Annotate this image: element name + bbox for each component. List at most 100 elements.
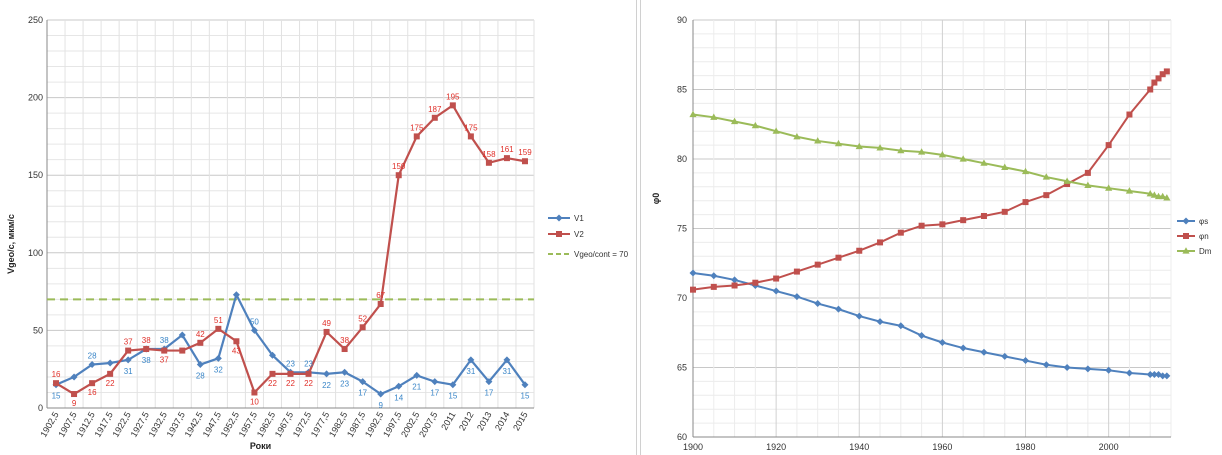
series-point-1 (1155, 75, 1162, 82)
series-point-v1 (124, 356, 132, 364)
series-point-0 (1159, 372, 1167, 380)
data-label-v1: 23 (286, 359, 295, 368)
series-point-v1 (196, 361, 204, 369)
series-point-0 (793, 293, 801, 301)
legend-marker (556, 231, 562, 237)
data-label-v1: 9 (378, 401, 383, 410)
series-point-v1 (449, 381, 457, 389)
series-point-v1 (268, 351, 276, 359)
series-point-0 (1001, 352, 1009, 360)
series-point-0 (1105, 366, 1113, 374)
series-point-1 (793, 268, 800, 275)
x-tick-label: 2013 (475, 410, 494, 432)
series-point-0 (731, 276, 739, 284)
series-point-2 (876, 144, 884, 151)
series-point-v1 (521, 381, 529, 389)
series-point-2 (959, 155, 967, 162)
series-point-0 (855, 312, 863, 320)
series-point-2 (730, 117, 739, 125)
data-label-v2: 38 (340, 336, 349, 345)
y-axis-label: Vgeo/c, мкм/c (6, 214, 16, 274)
legend-label: φn (1199, 232, 1209, 241)
data-label-v2: 38 (142, 336, 151, 345)
data-label-v1: 17 (358, 389, 367, 398)
series-point-1 (752, 279, 759, 286)
series-point-2 (855, 142, 863, 150)
series-point-v2 (503, 155, 510, 162)
series-point-v2 (359, 324, 366, 331)
series-point-v2 (395, 172, 402, 179)
x-tick-label: 2014 (493, 410, 512, 432)
series-point-v1 (250, 326, 258, 334)
data-label-v1: 28 (88, 352, 97, 361)
series-point-v1 (70, 373, 78, 381)
series-point-v1 (359, 378, 367, 386)
series-point-2 (980, 159, 988, 166)
y-tick-label: 70 (677, 293, 687, 303)
series-point-v1 (323, 370, 331, 378)
x-tick-label: 1940 (849, 442, 869, 452)
data-label-v2: 51 (214, 316, 223, 325)
data-label-v2: 161 (500, 145, 514, 154)
x-tick-label: 2012 (457, 410, 476, 432)
series-line-0 (692, 271, 1167, 377)
series-point-1 (1105, 142, 1112, 149)
data-label-v2: 22 (304, 379, 313, 388)
series-point-v2 (125, 347, 132, 354)
series-point-0 (918, 332, 926, 340)
series-point-v1 (88, 361, 96, 369)
series-point-1 (1126, 111, 1133, 118)
data-label-v1: 38 (160, 336, 169, 345)
series-point-0 (897, 322, 905, 330)
data-label-v1: 17 (430, 389, 439, 398)
series-point-v1 (106, 359, 114, 367)
series-point-0 (710, 272, 718, 280)
series-point-0 (1146, 370, 1154, 378)
series-point-1 (856, 247, 863, 254)
series-point-1 (1022, 199, 1029, 206)
data-label-v2: 43 (232, 346, 241, 355)
series-point-1 (877, 239, 884, 246)
series-point-v2 (107, 370, 114, 377)
series-point-0 (1125, 369, 1133, 377)
data-label-v1: 23 (340, 379, 349, 388)
series-point-v2 (287, 370, 294, 377)
data-label-v2: 16 (88, 388, 97, 397)
data-label-v2: 175 (464, 123, 478, 132)
data-label-v2: 16 (52, 370, 61, 379)
data-label-v2: 37 (160, 356, 169, 365)
series-point-2 (1084, 181, 1092, 189)
series-point-v1 (431, 378, 439, 386)
series-point-0 (1022, 357, 1030, 365)
x-axis-label: Роки (250, 441, 271, 451)
series-point-v2 (53, 380, 60, 387)
x-tick-label: 2000 (1099, 442, 1119, 452)
data-label-v1: 31 (466, 367, 475, 376)
series-point-0 (1163, 372, 1171, 380)
series-point-1 (960, 217, 967, 224)
data-label-v2: 67 (376, 291, 385, 300)
series-point-1 (814, 261, 821, 268)
series-point-v2 (521, 158, 528, 165)
legend-label: Dm (1199, 247, 1212, 256)
data-label-v2: 52 (358, 314, 367, 323)
y-tick-label: 100 (28, 248, 43, 258)
legend-marker (555, 214, 563, 222)
series-point-1 (1151, 79, 1158, 86)
series-point-v1 (178, 331, 186, 339)
chart-right-svg: 60 65 70 75 80 85 90 1900 1920 1940 1960 1980 2000 φ0… (651, 15, 1212, 452)
series-point-v2 (143, 346, 150, 353)
y-tick-label: 60 (677, 432, 687, 442)
series-point-v1 (377, 390, 385, 398)
series-point-1 (918, 222, 925, 229)
series-point-v1 (413, 371, 421, 379)
x-tick-label: 1980 (1016, 442, 1036, 452)
series-point-v2 (323, 328, 330, 335)
series-point-2 (1001, 163, 1009, 170)
series-point-v2 (71, 391, 78, 398)
data-label-v1: 50 (250, 317, 259, 326)
data-label-v1: 17 (484, 389, 493, 398)
series-point-0 (1063, 364, 1071, 371)
series-point-2 (897, 146, 905, 154)
data-label-v1: 15 (448, 392, 457, 401)
